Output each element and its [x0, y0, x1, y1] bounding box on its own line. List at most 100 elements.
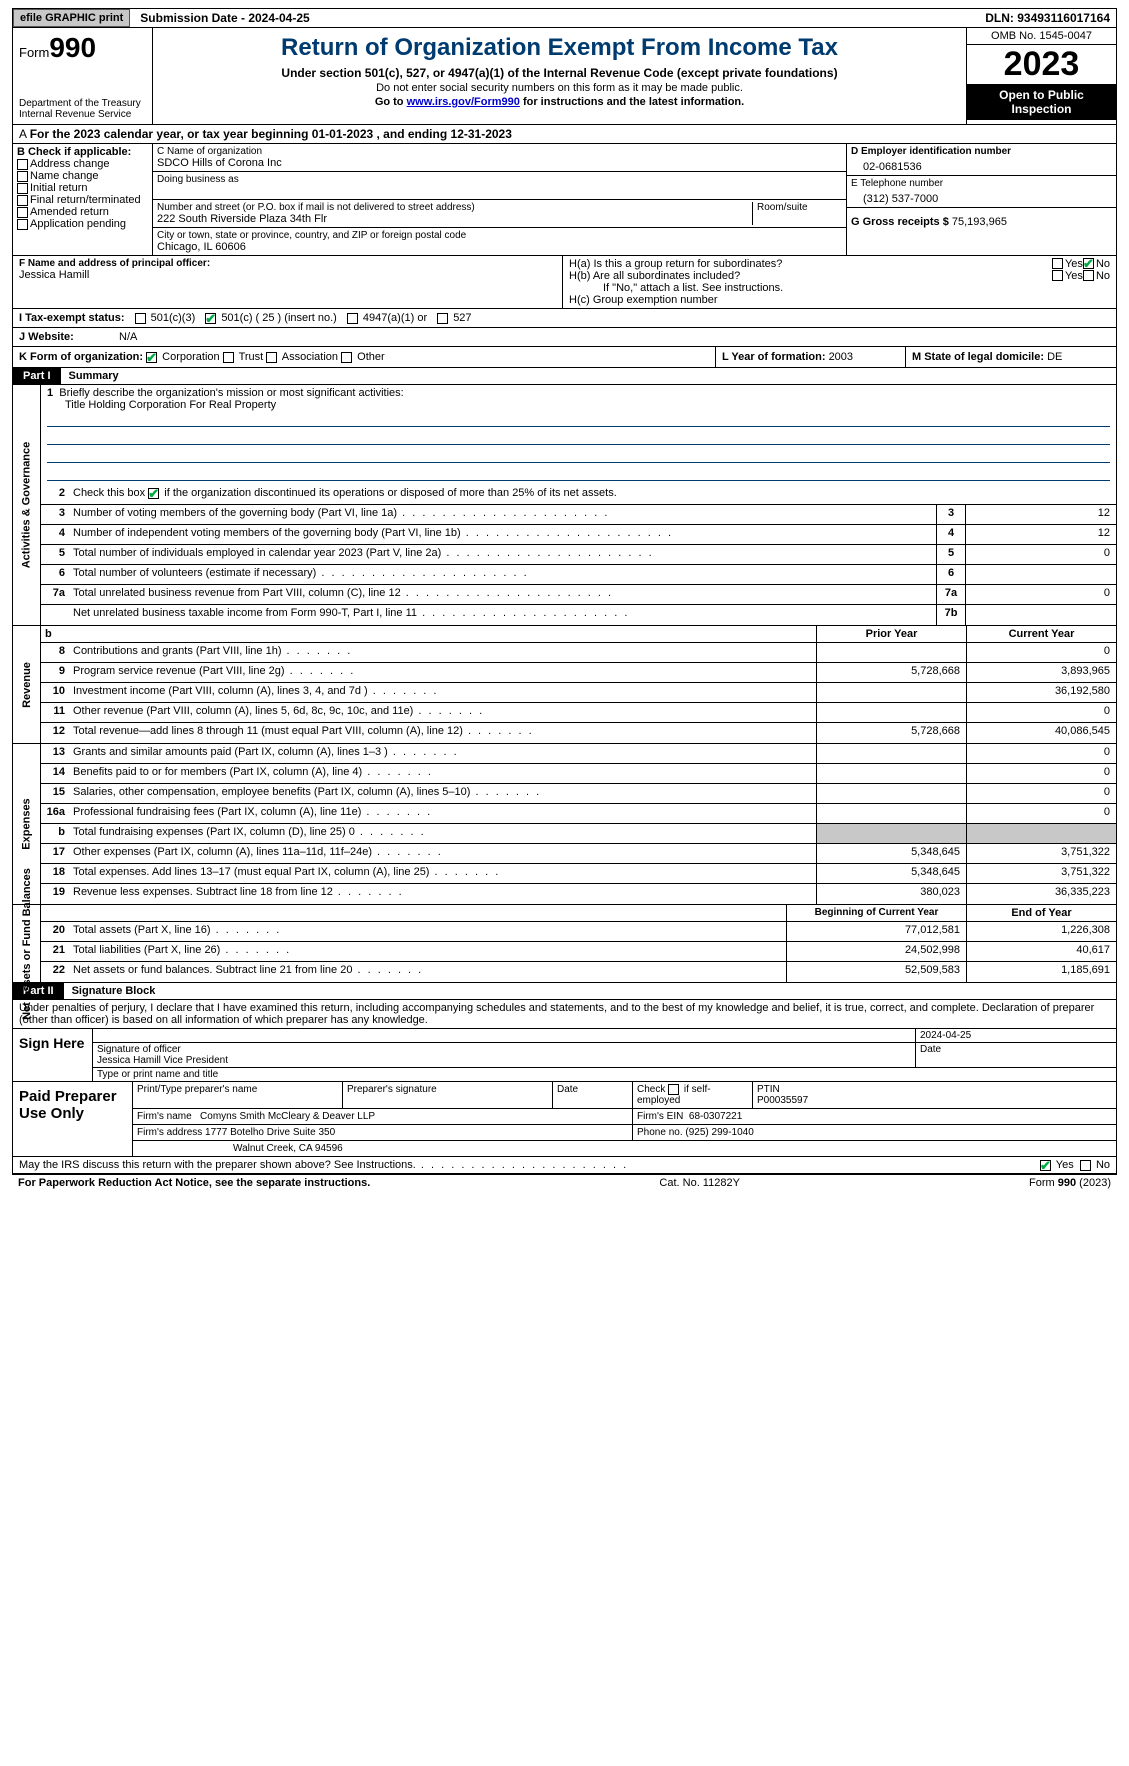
table-row: 15Salaries, other compensation, employee… — [41, 784, 1116, 804]
i-501c[interactable] — [205, 313, 216, 324]
revenue-section: Revenue bPrior YearCurrent Year 8Contrib… — [12, 626, 1117, 744]
p1-v7b — [966, 605, 1116, 625]
table-row: 18Total expenses. Add lines 13–17 (must … — [41, 864, 1116, 884]
top-bar: efile GRAPHIC print Submission Date - 20… — [12, 8, 1117, 28]
telephone: (312) 537-7000 — [851, 189, 1112, 205]
omb-number: OMB No. 1545-0047 — [967, 28, 1116, 45]
table-row: 11Other revenue (Part VIII, column (A), … — [41, 703, 1116, 723]
submission-date: Submission Date - 2024-04-25 — [136, 9, 313, 27]
block-bcde: B Check if applicable: Address change Na… — [12, 144, 1117, 256]
i-527[interactable] — [437, 313, 448, 324]
k-trust[interactable] — [223, 352, 234, 363]
efile-print-button[interactable]: efile GRAPHIC print — [13, 9, 130, 27]
form-header: Form990 Department of the Treasury Inter… — [12, 28, 1117, 125]
section-m: M State of legal domicile: DE — [906, 347, 1116, 367]
check-initial-return[interactable] — [17, 183, 28, 194]
k-assoc[interactable] — [266, 352, 277, 363]
p1-q2-check[interactable] — [148, 488, 159, 499]
firm-ein: 68-0307221 — [689, 1111, 742, 1122]
table-row: 13Grants and similar amounts paid (Part … — [41, 744, 1116, 764]
check-app-pending[interactable] — [17, 219, 28, 230]
ein: 02-0681536 — [851, 157, 1112, 173]
firm-address: 1777 Botelho Drive Suite 350 — [205, 1127, 335, 1138]
p1-v7a: 0 — [966, 585, 1116, 604]
k-corp[interactable] — [146, 352, 157, 363]
table-row: 10Investment income (Part VIII, column (… — [41, 683, 1116, 703]
org-city: Chicago, IL 60606 — [157, 241, 842, 253]
p1-v5: 0 — [966, 545, 1116, 564]
officer-sig-name: Jessica Hamill Vice President — [97, 1055, 228, 1066]
form-number: Form990 — [19, 32, 146, 64]
block-fh: F Name and address of principal officer:… — [12, 256, 1117, 309]
p1-v6 — [966, 565, 1116, 584]
website: N/A — [119, 331, 137, 343]
ha-yes[interactable] — [1052, 258, 1063, 269]
part1-header: Part I Summary — [12, 368, 1117, 385]
section-c: C Name of organization SDCO Hills of Cor… — [153, 144, 846, 255]
table-row: 22Net assets or fund balances. Subtract … — [41, 962, 1116, 982]
form-title: Return of Organization Exempt From Incom… — [159, 34, 960, 62]
section-d: D Employer identification number 02-0681… — [847, 144, 1116, 176]
section-klm: K Form of organization: Corporation Trus… — [12, 347, 1117, 368]
part2-header: Part II Signature Block — [12, 983, 1117, 1000]
ha-no[interactable] — [1083, 258, 1094, 269]
check-final-return[interactable] — [17, 195, 28, 206]
section-j: J Website: N/A — [12, 328, 1117, 347]
mission: Title Holding Corporation For Real Prope… — [65, 399, 276, 411]
p1-v4: 12 — [966, 525, 1116, 544]
paid-preparer-block: Paid Preparer Use Only Print/Type prepar… — [12, 1082, 1117, 1157]
table-row: 8Contributions and grants (Part VIII, li… — [41, 643, 1116, 663]
hb-yes[interactable] — [1052, 270, 1063, 281]
org-name: SDCO Hills of Corona Inc — [157, 157, 842, 169]
dept-treasury: Department of the Treasury — [19, 98, 146, 109]
self-employed-check[interactable] — [668, 1084, 679, 1095]
ptin: P00035597 — [757, 1095, 808, 1106]
expenses-section: Expenses 13Grants and similar amounts pa… — [12, 744, 1117, 905]
table-row: 19Revenue less expenses. Subtract line 1… — [41, 884, 1116, 904]
table-row: bTotal fundraising expenses (Part IX, co… — [41, 824, 1116, 844]
sign-here-block: Sign Here 2024-04-25 Signature of office… — [12, 1029, 1117, 1082]
k-other[interactable] — [341, 352, 352, 363]
table-row: 17Other expenses (Part IX, column (A), l… — [41, 844, 1116, 864]
discuss-row: May the IRS discuss this return with the… — [12, 1157, 1117, 1174]
table-row: 20Total assets (Part X, line 16)77,012,5… — [41, 922, 1116, 942]
sign-date: 2024-04-25 — [916, 1029, 1116, 1042]
activities-governance: Activities & Governance 1 Briefly descri… — [12, 385, 1117, 626]
section-e: E Telephone number (312) 537-7000 — [847, 176, 1116, 208]
hb-no[interactable] — [1083, 270, 1094, 281]
firm-city: Walnut Creek, CA 94596 — [133, 1141, 1116, 1156]
section-l: L Year of formation: 2003 — [716, 347, 906, 367]
firm-phone: (925) 299-1040 — [685, 1127, 753, 1138]
i-4947[interactable] — [347, 313, 358, 324]
ssn-note: Do not enter social security numbers on … — [159, 82, 960, 94]
check-address-change[interactable] — [17, 159, 28, 170]
dln: DLN: 93493116017164 — [985, 11, 1116, 25]
section-h: H(a) Is this a group return for subordin… — [563, 256, 1116, 308]
discuss-yes[interactable] — [1040, 1160, 1051, 1171]
table-row: 16aProfessional fundraising fees (Part I… — [41, 804, 1116, 824]
officer-name: Jessica Hamill — [19, 269, 556, 281]
firm-name: Comyns Smith McCleary & Deaver LLP — [200, 1111, 375, 1122]
goto-note: Go to www.irs.gov/Form990 for instructio… — [159, 96, 960, 108]
discuss-no[interactable] — [1080, 1160, 1091, 1171]
irs-label: Internal Revenue Service — [19, 109, 146, 120]
p1-v3: 12 — [966, 505, 1116, 524]
section-f: F Name and address of principal officer:… — [13, 256, 563, 308]
section-i: I Tax-exempt status: 501(c)(3) 501(c) ( … — [12, 309, 1117, 328]
tax-year: 2023 — [967, 45, 1116, 84]
section-b: B Check if applicable: Address change Na… — [13, 144, 153, 255]
check-name-change[interactable] — [17, 171, 28, 182]
section-a: A For the 2023 calendar year, or tax yea… — [12, 125, 1117, 144]
gross-receipts: 75,193,965 — [952, 216, 1007, 228]
perjury-statement: Under penalties of perjury, I declare th… — [12, 1000, 1117, 1029]
table-row: 14Benefits paid to or for members (Part … — [41, 764, 1116, 784]
form-subtitle: Under section 501(c), 527, or 4947(a)(1)… — [159, 66, 960, 80]
open-to-public: Open to Public Inspection — [967, 84, 1116, 120]
irs-link[interactable]: www.irs.gov/Form990 — [407, 96, 520, 108]
table-row: 12Total revenue—add lines 8 through 11 (… — [41, 723, 1116, 743]
section-g: G Gross receipts $ 75,193,965 — [847, 208, 1116, 230]
check-amended-return[interactable] — [17, 207, 28, 218]
footer: For Paperwork Reduction Act Notice, see … — [12, 1174, 1117, 1191]
netassets-section: Net Assets or Fund Balances Beginning of… — [12, 905, 1117, 983]
i-501c3[interactable] — [135, 313, 146, 324]
